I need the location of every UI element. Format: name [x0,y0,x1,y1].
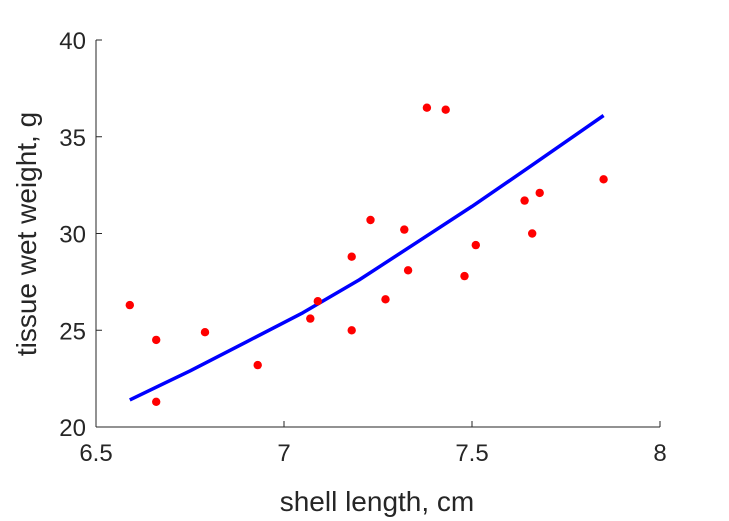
x-axis-label: shell length, cm [280,486,475,517]
data-point [366,215,375,225]
ticks: 6.5 7 7.5 8 20 25 30 35 40 [59,28,666,467]
x-tick-label: 7.5 [455,440,488,467]
data-point [535,188,544,198]
y-tick-label: 25 [59,318,86,345]
data-point [471,240,480,250]
data-point [200,328,210,337]
data-point [253,360,262,370]
data-point [400,225,409,234]
data-point [381,295,390,304]
fit-line [129,114,605,402]
data-point [441,105,450,114]
data-point [152,335,161,345]
axes [95,40,660,428]
data-point [347,252,356,261]
data-point [347,326,356,335]
x-tick-label: 8 [653,440,666,467]
x-tick-label: 6.5 [79,440,112,467]
y-tick-label: 20 [59,415,86,442]
data-point [599,175,608,184]
data-point [125,300,134,310]
data-point [403,266,413,275]
points-layer [125,103,608,406]
data-point [422,103,432,112]
data-point [306,314,315,323]
data-point [460,271,469,281]
data-point [313,297,322,306]
x-tick-label: 7 [277,440,290,467]
y-axis-label: tissue wet weight, g [11,112,42,356]
data-point [520,196,529,205]
y-tick-label: 30 [59,222,86,249]
data-point [528,229,537,238]
y-tick-label: 40 [59,28,86,55]
fit-layer [129,114,605,402]
data-point [152,397,161,406]
y-tick-label: 35 [59,125,86,152]
